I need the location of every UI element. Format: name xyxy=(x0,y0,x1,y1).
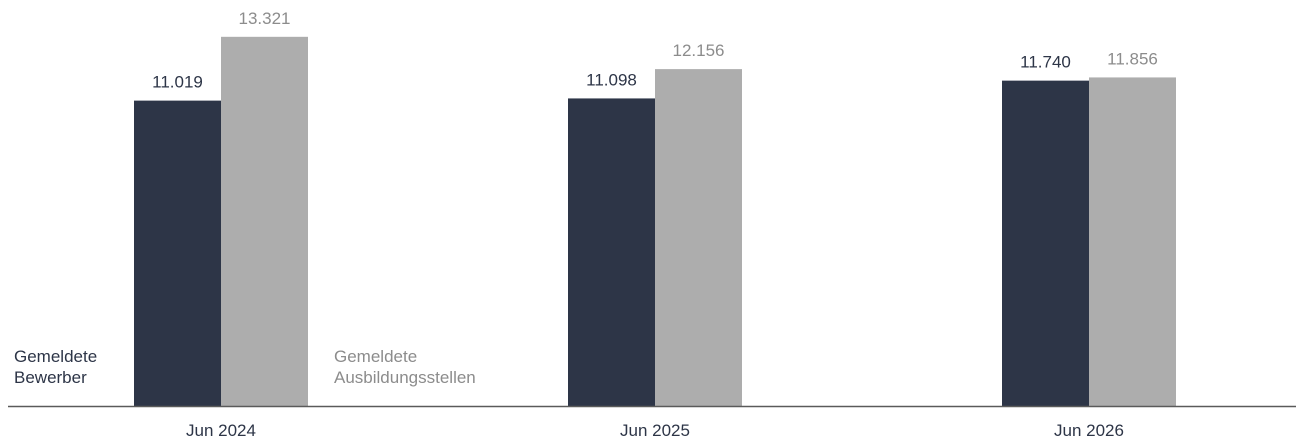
legend: Gemeldete Bewerber Gemeldete Ausbildungsste… xyxy=(14,347,476,387)
legend-entry-bewerber: Gemeldete Bewerber xyxy=(14,347,97,387)
x-tick-label: Jun 2026 xyxy=(1054,421,1124,440)
data-label-bewerber-2: 11.098 xyxy=(586,70,637,89)
bar-bewerber-3 xyxy=(1002,80,1089,407)
x-tick-label: Jun 2024 xyxy=(186,421,256,440)
bars-group xyxy=(134,36,1176,407)
data-label-ausbildungsstellen-1: 13.321 xyxy=(239,9,291,28)
data-label-ausbildungsstellen-2: 12.156 xyxy=(673,41,725,60)
legend-line: Ausbildungsstellen xyxy=(334,368,476,387)
bar-ausbildungsstellen-2 xyxy=(655,69,742,407)
data-label-bewerber-3: 11.740 xyxy=(1020,53,1071,72)
value-labels-group: 11.019 13.321 11.098 12.156 11.740 11.856 xyxy=(152,9,1158,92)
legend-line: Gemeldete xyxy=(334,347,417,366)
legend-entry-ausbildungsstellen: Gemeldete Ausbildungsstellen xyxy=(334,347,476,387)
bar-ausbildungsstellen-3 xyxy=(1089,77,1176,406)
legend-line: Bewerber xyxy=(14,368,87,387)
bar-ausbildungsstellen-1 xyxy=(221,36,308,407)
bar-bewerber-1 xyxy=(134,100,221,407)
legend-line: Gemeldete xyxy=(14,347,97,366)
category-labels-group: Jun 2024 Jun 2025 Jun 2026 xyxy=(186,421,1124,440)
bar-bewerber-2 xyxy=(568,98,655,407)
x-tick-label: Jun 2025 xyxy=(620,421,690,440)
data-label-ausbildungsstellen-3: 11.856 xyxy=(1107,49,1158,68)
data-label-bewerber-1: 11.019 xyxy=(152,73,203,92)
